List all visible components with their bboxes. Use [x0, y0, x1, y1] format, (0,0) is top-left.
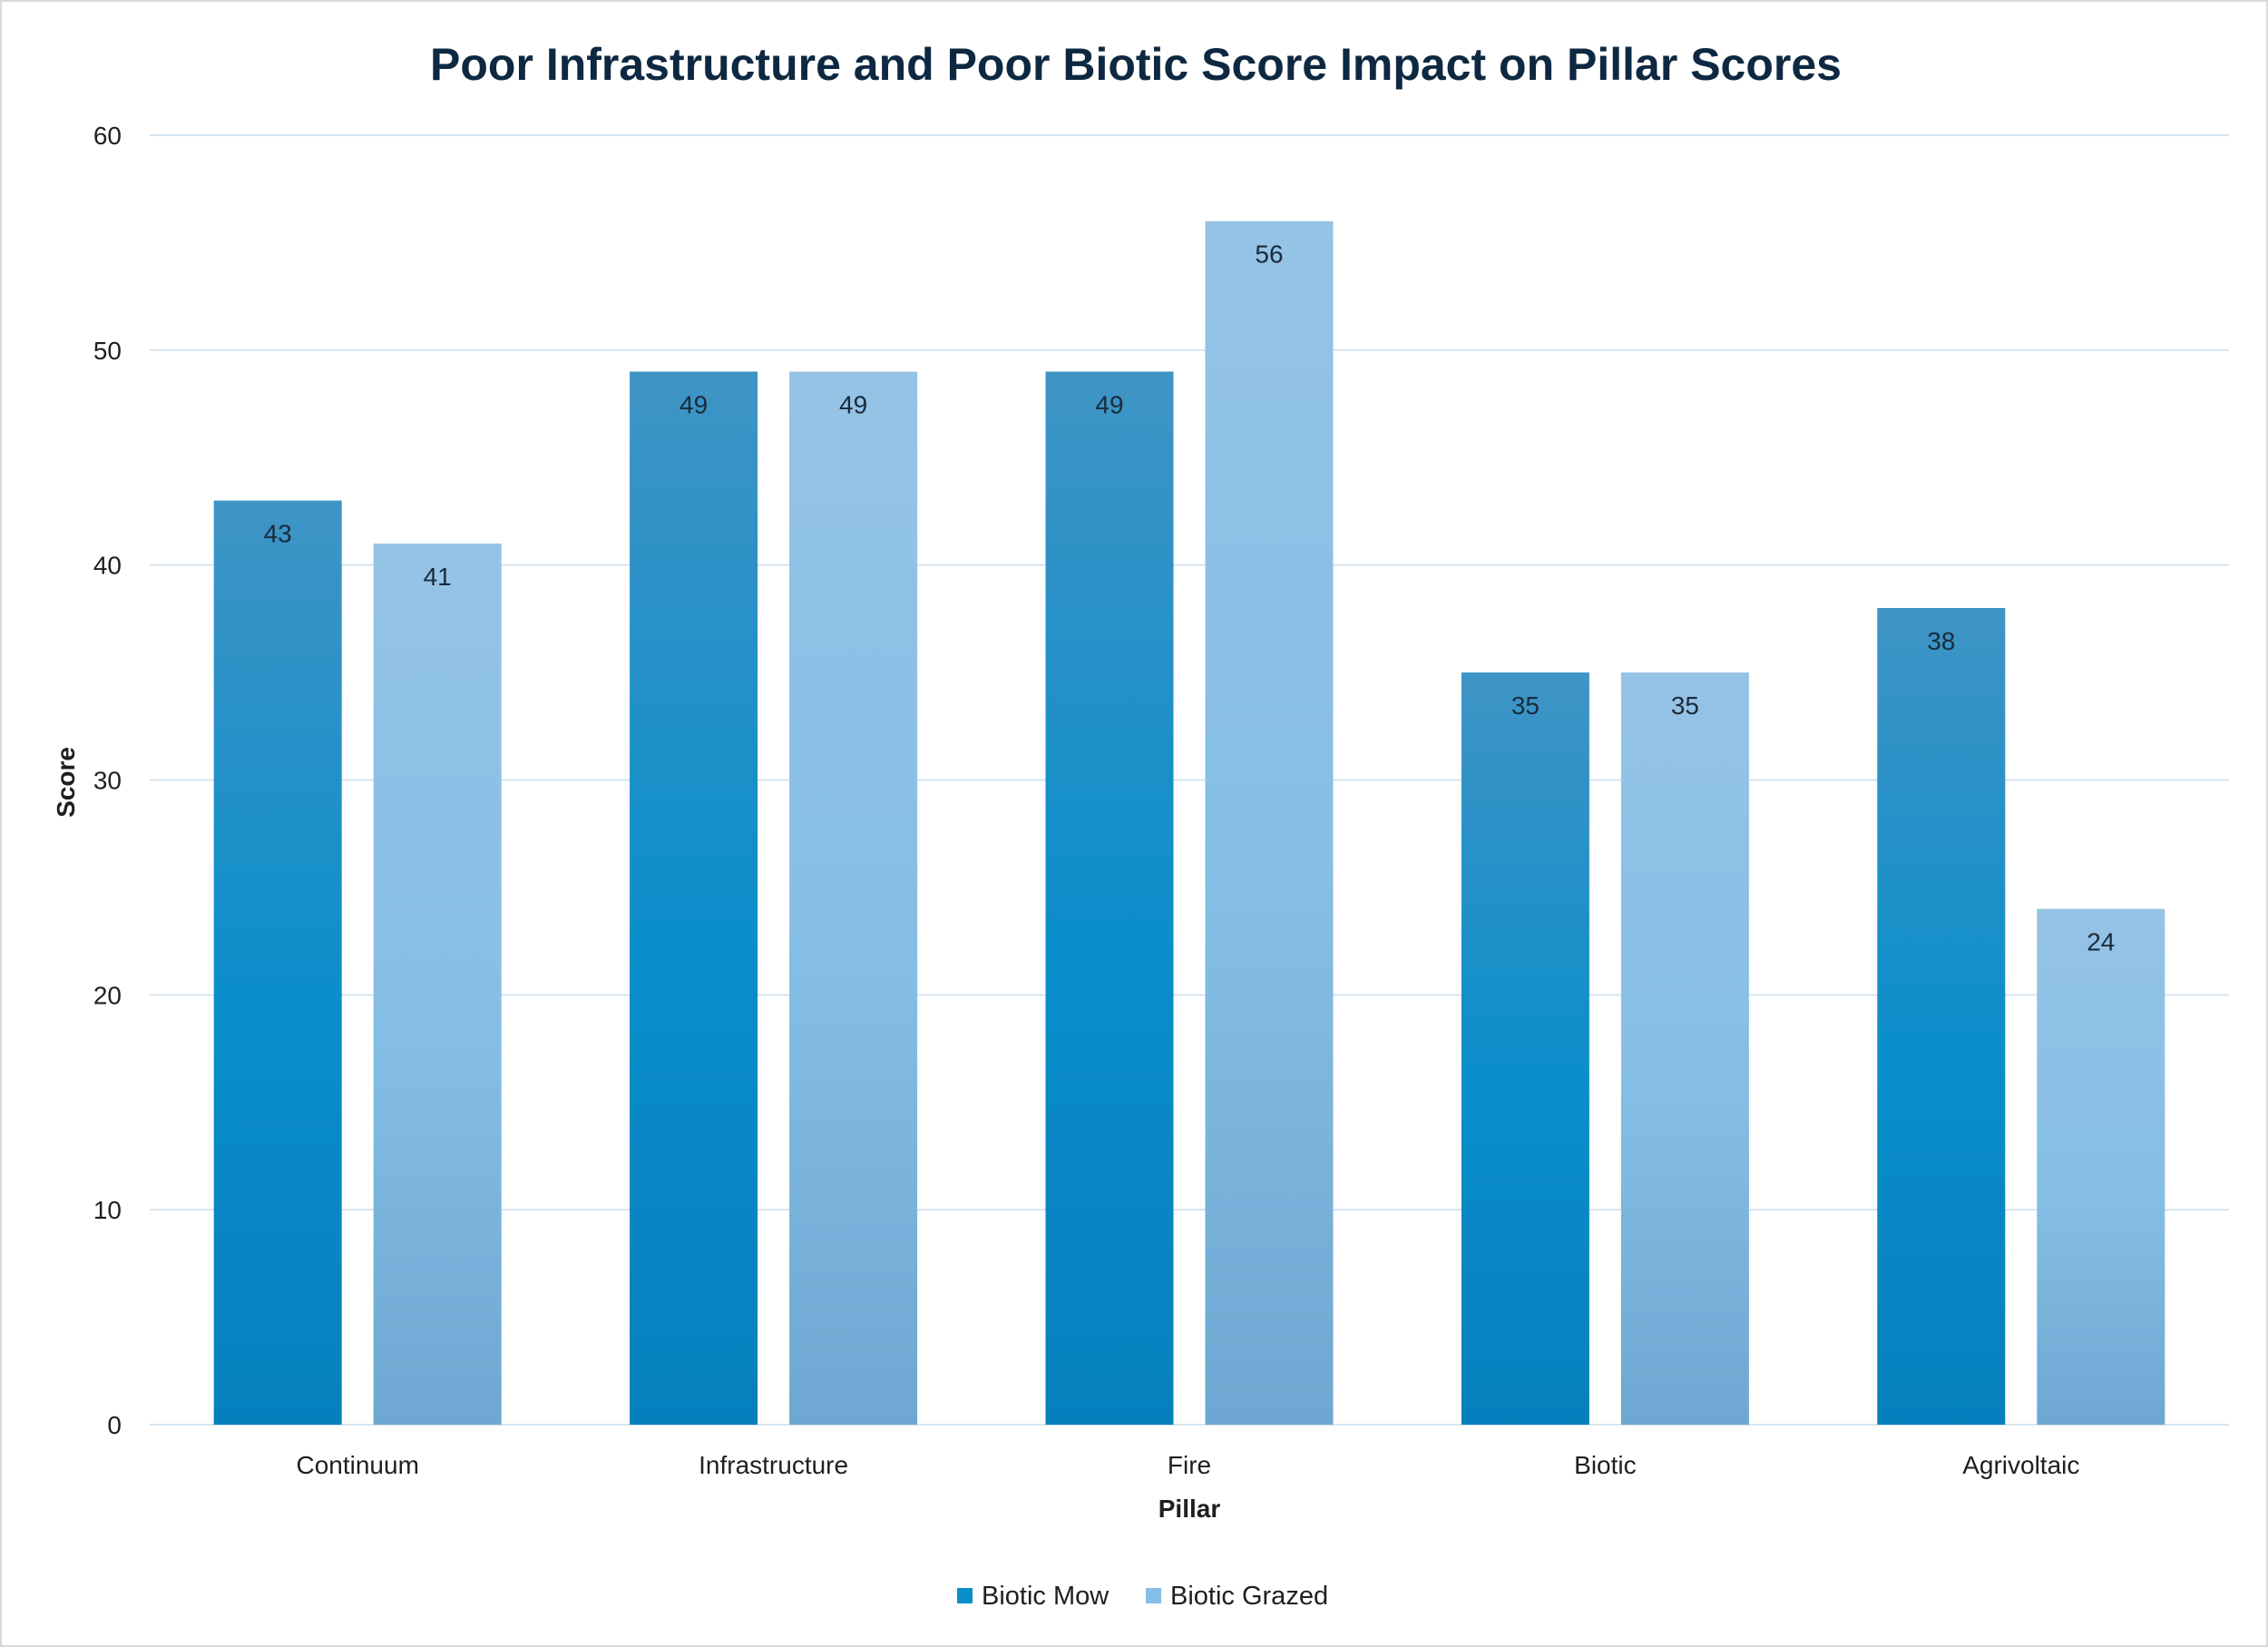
x-tick-label: Fire [1168, 1451, 1211, 1479]
legend: Biotic Mow Biotic Grazed [957, 1582, 1328, 1611]
x-axis-title: Pillar [1158, 1495, 1221, 1523]
bar-fire-biotic-mow [1045, 371, 1174, 1426]
chart-title: Poor Infrastructure and Poor Biotic Scor… [430, 39, 1842, 90]
bar-biotic-biotic-mow [1461, 672, 1589, 1425]
y-tick-label: 40 [93, 552, 122, 580]
legend-swatch [1146, 1588, 1161, 1603]
bars [213, 221, 2165, 1426]
y-tick-label: 60 [93, 122, 122, 150]
data-label: 35 [1511, 691, 1540, 720]
bar-infrastructure-biotic-mow [630, 371, 758, 1426]
bar-continuum-biotic-mow [213, 500, 342, 1425]
data-labels: 43 41 49 49 49 56 35 35 38 24 [264, 240, 2116, 956]
y-tick-label: 50 [93, 337, 122, 365]
y-tick-label: 10 [93, 1196, 122, 1224]
y-tick-label: 30 [93, 767, 122, 795]
data-label: 35 [1671, 691, 1699, 720]
y-axis-ticks: 0 10 20 30 40 50 60 [93, 122, 122, 1439]
data-label: 38 [1927, 627, 1955, 655]
x-tick-label: Biotic [1574, 1451, 1636, 1479]
x-tick-label: Continuum [296, 1451, 418, 1479]
legend-swatch [957, 1588, 973, 1603]
x-tick-label: Agrivoltaic [1962, 1451, 2079, 1479]
legend-label: Biotic Grazed [1170, 1582, 1328, 1611]
legend-label: Biotic Mow [982, 1582, 1110, 1611]
data-label: 49 [1095, 391, 1123, 419]
x-tick-label: Infrastructure [699, 1451, 848, 1479]
y-tick-label: 20 [93, 981, 122, 1009]
bar-infrastructure-biotic-grazed [789, 371, 918, 1426]
bar-agrivoltaic-biotic-mow [1877, 608, 2006, 1425]
data-label: 56 [1255, 240, 1283, 269]
bar-continuum-biotic-grazed [373, 543, 502, 1425]
bar-agrivoltaic-biotic-grazed [2037, 908, 2165, 1425]
y-tick-label: 0 [107, 1411, 122, 1439]
bar-fire-biotic-grazed [1205, 221, 1334, 1425]
data-label: 24 [2087, 928, 2115, 956]
data-label: 49 [679, 391, 708, 419]
data-label: 41 [424, 563, 452, 591]
data-label: 49 [839, 391, 867, 419]
y-axis-title: Score [52, 747, 80, 818]
data-label: 43 [264, 520, 292, 548]
x-axis-ticks: Continuum Infrastructure Fire Biotic Agrivol… [296, 1451, 2079, 1479]
bar-biotic-biotic-grazed [1620, 672, 1749, 1425]
